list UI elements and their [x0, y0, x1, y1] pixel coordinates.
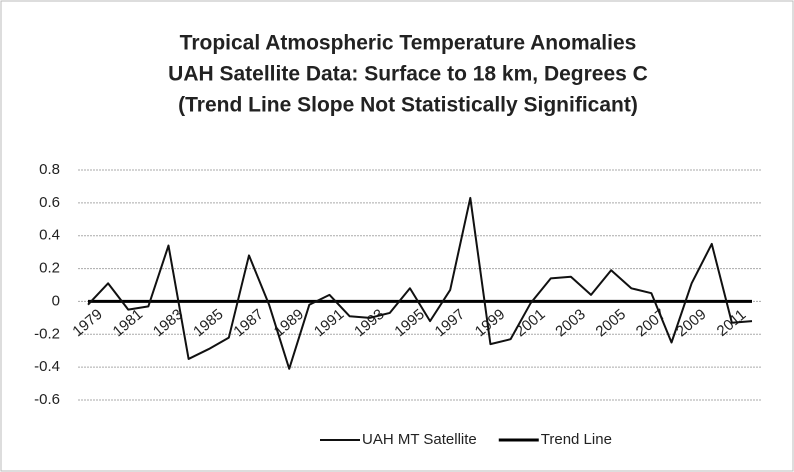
- chart-title: Tropical Atmospheric Temperature Anomali…: [180, 32, 637, 55]
- y-tick-label: 0: [52, 292, 60, 309]
- chart-title: (Trend Line Slope Not Statistically Sign…: [178, 94, 638, 117]
- y-tick-label: 0.4: [39, 227, 60, 244]
- chart-title: UAH Satellite Data: Surface to 18 km, De…: [168, 63, 648, 86]
- y-tick-label: -0.4: [34, 358, 60, 375]
- legend-label: Trend Line: [541, 431, 612, 448]
- line-series: [87, 196, 753, 370]
- y-tick-label: -0.2: [34, 325, 60, 342]
- y-tick-label: -0.6: [34, 391, 60, 408]
- y-tick-label: 0.2: [39, 260, 60, 277]
- y-tick-label: 0.8: [39, 161, 60, 178]
- y-tick-label: 0.6: [39, 194, 60, 211]
- legend-label: UAH MT Satellite: [362, 431, 477, 448]
